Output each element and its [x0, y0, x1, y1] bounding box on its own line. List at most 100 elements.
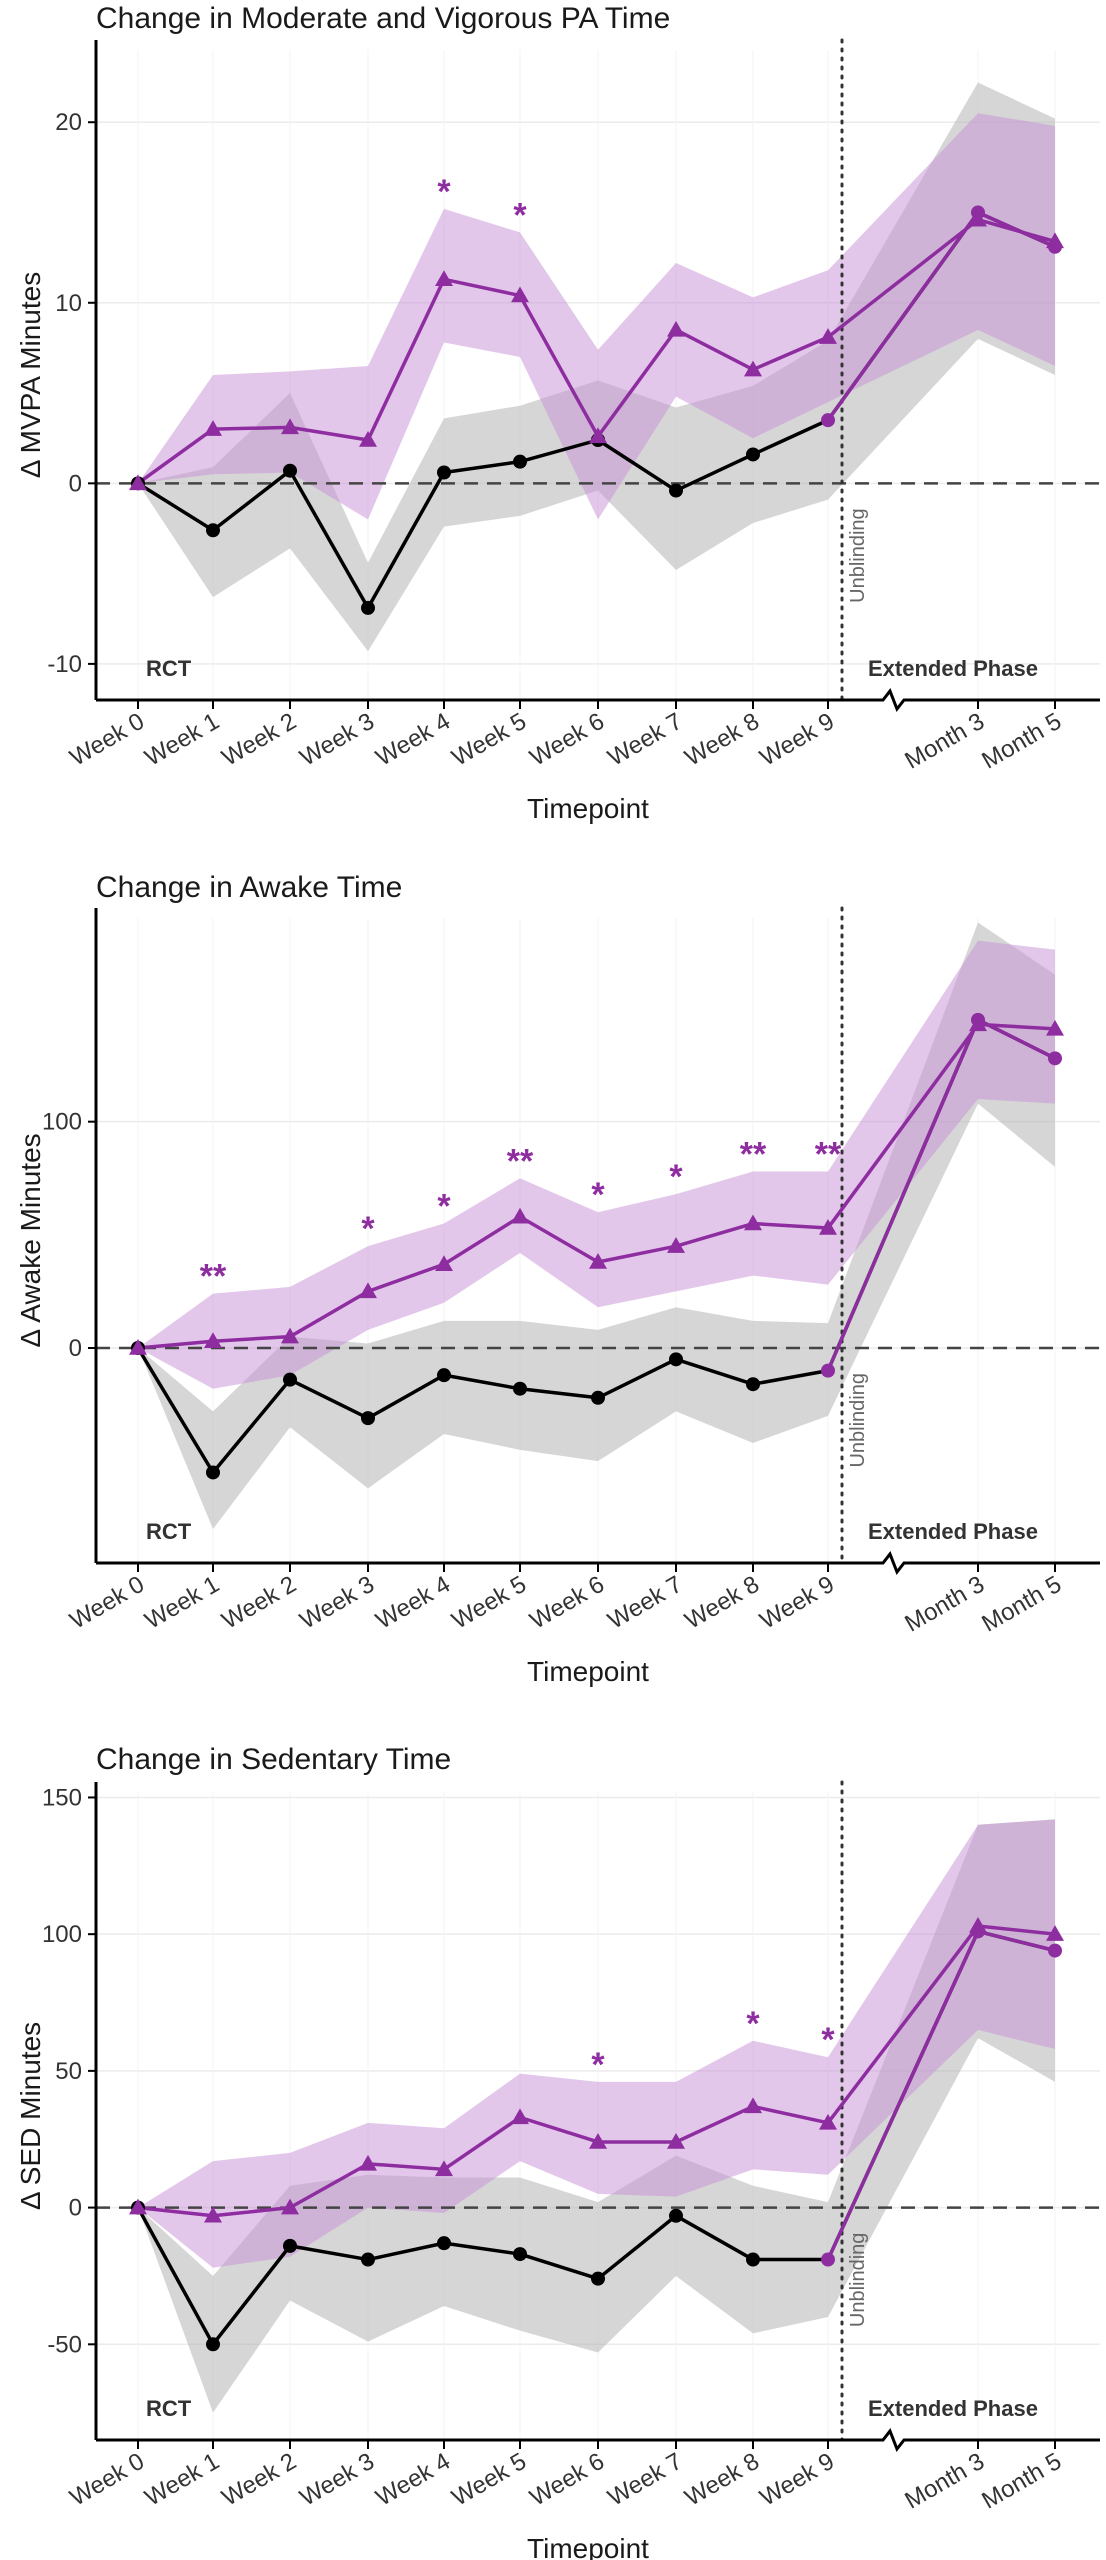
significance-marker: *	[437, 1188, 451, 1226]
control-point	[437, 465, 451, 480]
intervention-point	[511, 286, 529, 303]
control-point	[206, 2337, 220, 2352]
intervention-point	[359, 2154, 377, 2171]
intervention-point	[819, 2113, 837, 2130]
y-tick-label: 0	[69, 470, 82, 497]
y-tick-label: 150	[42, 1784, 82, 1811]
intervention-point	[129, 2198, 147, 2215]
x-tick-label: Week 2	[217, 1571, 301, 1635]
control-point	[513, 454, 527, 469]
x-tick-label: Month 5	[977, 708, 1066, 775]
x-tick-label: Week 1	[140, 1571, 224, 1635]
control-point	[513, 2247, 527, 2262]
intervention-point	[129, 474, 147, 491]
intervention-point	[744, 2097, 762, 2114]
control-point	[283, 2238, 297, 2253]
x-axis	[96, 1550, 1100, 1576]
x-tick-label: Week 8	[680, 1571, 764, 1635]
control-point	[669, 2208, 683, 2223]
control-point	[746, 2252, 760, 2267]
x-tick-label: Week 1	[140, 708, 224, 772]
significance-marker: **	[740, 1135, 767, 1173]
control-point	[361, 600, 375, 615]
x-axis	[96, 687, 1100, 713]
x-tick-label: Week 0	[65, 2448, 149, 2512]
intervention-point	[129, 1339, 147, 1355]
intervention-point	[1046, 1925, 1064, 1941]
x-tick-label: Week 8	[680, 708, 764, 772]
intervention-point	[969, 1916, 987, 1933]
x-tick-label: Week 6	[525, 1571, 609, 1635]
intervention-point	[1046, 1019, 1064, 1036]
significance-marker: *	[591, 2046, 605, 2084]
intervention-point	[969, 1015, 987, 1032]
y-tick-label: -10	[47, 651, 82, 678]
control-point	[746, 1377, 760, 1392]
x-tick-label: Month 5	[977, 2448, 1066, 2515]
x-tick-label: Week 7	[603, 2448, 687, 2512]
control-point	[437, 1368, 451, 1383]
y-tick-label: 10	[55, 290, 82, 317]
control-point	[746, 447, 760, 462]
unblinding-label: Unblinding	[847, 2233, 869, 2328]
chart-title: Change in Moderate and Vigorous PA Time	[96, 2, 670, 35]
intervention-ci-band	[138, 940, 1055, 1389]
significance-marker: **	[200, 1258, 227, 1296]
rct-label: RCT	[146, 2396, 192, 2421]
rct-label: RCT	[146, 1519, 192, 1544]
x-tick-label: Week 3	[295, 2448, 379, 2512]
intervention-point	[589, 2132, 607, 2149]
intervention-point	[667, 1237, 685, 1253]
intervention-point	[281, 2198, 299, 2215]
x-tick-label: Week 4	[371, 708, 455, 772]
intervention-point	[744, 360, 762, 377]
control-point	[1048, 1943, 1062, 1958]
intervention-ci-band	[138, 1819, 1055, 2268]
intervention-point	[667, 2132, 685, 2149]
control-point	[283, 1372, 297, 1387]
intervention-point	[589, 427, 607, 444]
intervention-point	[204, 1332, 222, 1348]
unblinding-label: Unblinding	[847, 1373, 869, 1468]
intervention-ci-band	[138, 113, 1055, 520]
control-point	[821, 2252, 835, 2267]
extended-phase-label: Extended Phase	[868, 2396, 1038, 2421]
y-tick-label: 0	[69, 2195, 82, 2222]
control-point	[283, 463, 297, 478]
control-point	[821, 413, 835, 428]
x-tick-label: Month 3	[900, 2448, 989, 2515]
y-tick-label: 100	[42, 1109, 82, 1136]
x-axis	[96, 2427, 1100, 2453]
x-axis-title: Timepoint	[527, 793, 649, 824]
x-tick-label: Week 6	[525, 708, 609, 772]
extended-phase-label: Extended Phase	[868, 656, 1038, 681]
x-tick-label: Week 3	[295, 708, 379, 772]
y-tick-label: -50	[47, 2331, 82, 2358]
x-axis-title: Timepoint	[527, 1656, 649, 1687]
extended-phase-label: Extended Phase	[868, 1519, 1038, 1544]
intervention-point	[204, 2206, 222, 2223]
chart-panel-2: Change in Awake Time0100Unblinding******…	[15, 871, 1100, 1687]
x-tick-label: Month 5	[977, 1571, 1066, 1638]
intervention-point	[1046, 232, 1064, 249]
x-tick-label: Week 2	[217, 2448, 301, 2512]
x-tick-label: Month 3	[900, 708, 989, 775]
intervention-point	[511, 1207, 529, 1224]
x-tick-label: Week 7	[603, 1571, 687, 1635]
x-tick-label: Week 7	[603, 708, 687, 772]
x-tick-label: Week 0	[65, 1571, 149, 1635]
y-tick-label: 50	[55, 2058, 82, 2085]
intervention-point	[435, 270, 453, 287]
x-tick-label: Week 9	[755, 1571, 839, 1635]
y-tick-label: 0	[69, 1335, 82, 1362]
intervention-point	[819, 1219, 837, 1235]
x-tick-label: Week 8	[680, 2448, 764, 2512]
y-tick-label: 20	[55, 109, 82, 136]
x-tick-label: Week 5	[447, 708, 531, 772]
significance-marker: *	[361, 1210, 375, 1248]
control-point	[591, 1390, 605, 1405]
x-tick-label: Week 5	[447, 1571, 531, 1635]
x-tick-label: Week 9	[755, 708, 839, 772]
intervention-point	[281, 418, 299, 435]
